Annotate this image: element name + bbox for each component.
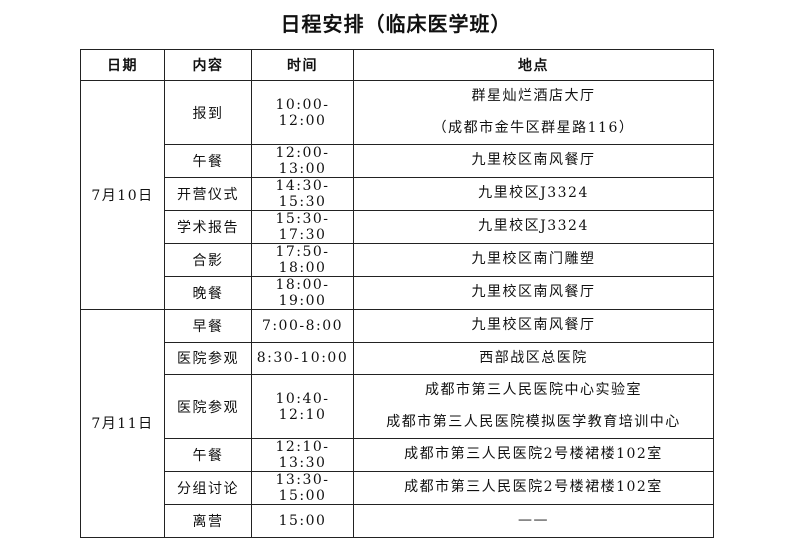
place-line: 九里校区J3324 xyxy=(478,185,589,202)
place-cell: 西部战区总医院 xyxy=(353,341,714,375)
content-cell: 学术报告 xyxy=(164,210,252,244)
place-line: 成都市第三人民医院模拟医学教育培训中心 xyxy=(386,413,681,430)
place-cell: 九里校区南风餐厅 xyxy=(353,309,714,343)
content-cell: 开营仪式 xyxy=(164,177,252,211)
table-row: 开营仪式 14:30-15:30 九里校区J3324 xyxy=(81,177,714,211)
time-cell: 10:40-12:10 xyxy=(251,374,354,439)
content-cell: 分组讨论 xyxy=(164,471,252,505)
place-line: （成都市金牛区群星路116） xyxy=(432,119,635,136)
place-line: 九里校区南风餐厅 xyxy=(471,284,596,301)
time-cell: 7:00-8:00 xyxy=(251,309,354,343)
time-cell: 17:50-18:00 xyxy=(251,243,354,277)
table-row: 午餐 12:10-13:30 成都市第三人民医院2号楼裙楼102室 xyxy=(81,438,714,472)
table-row: 分组讨论 13:30-15:00 成都市第三人民医院2号楼裙楼102室 xyxy=(81,471,714,505)
place-cell: 九里校区南风餐厅 xyxy=(353,144,714,178)
place-cell: 九里校区J3324 xyxy=(353,177,714,211)
place-line: 群星灿烂酒店大厅 xyxy=(471,88,596,104)
time-cell: 18:00-19:00 xyxy=(251,276,354,310)
place-line: 西部战区总医院 xyxy=(479,349,588,366)
place-cell: 成都市第三人民医院中心实验室成都市第三人民医院模拟医学教育培训中心 xyxy=(353,374,714,439)
table-row: 合影 17:50-18:00 九里校区南门雕塑 xyxy=(81,243,714,277)
header-time: 时间 xyxy=(251,49,354,81)
time-cell: 10:00-12:00 xyxy=(251,80,354,145)
place-cell: 群星灿烂酒店大厅 （成都市金牛区群星路116） xyxy=(353,80,714,145)
place-cell: —— xyxy=(353,504,714,538)
content-cell: 合影 xyxy=(164,243,252,277)
time-cell: 15:30-17:30 xyxy=(251,210,354,244)
place-line: 成都市第三人民医院2号楼裙楼102室 xyxy=(404,479,663,496)
table-row: 晚餐 18:00-19:00 九里校区南风餐厅 xyxy=(81,276,714,310)
place-cell: 成都市第三人民医院2号楼裙楼102室 xyxy=(353,471,714,505)
header-content: 内容 xyxy=(164,49,252,81)
place-line: 九里校区南门雕塑 xyxy=(471,251,596,268)
schedule-body: 7月10日 报到 10:00-12:00 群星灿烂酒店大厅 （成都市金牛区群星路116）… xyxy=(80,80,714,538)
table-row: 7月11日 早餐 7:00-8:00 九里校区南风餐厅 xyxy=(80,309,714,538)
time-cell: 15:00 xyxy=(251,504,354,538)
table-row: 医院参观 8:30-10:00 西部战区总医院 xyxy=(81,341,714,375)
date-cell: 7月10日 xyxy=(80,80,165,310)
time-cell: 8:30-10:00 xyxy=(251,341,354,375)
content-cell: 午餐 xyxy=(164,438,252,472)
header-row: 日期 内容 时间 地点 xyxy=(80,49,714,81)
place-line: 九里校区南风餐厅 xyxy=(471,317,596,333)
place-line: 九里校区J3324 xyxy=(478,218,589,235)
table-row: 7月10日 报到 10:00-12:00 群星灿烂酒店大厅 （成都市金牛区群星路116） xyxy=(80,80,714,310)
header-place: 地点 xyxy=(353,49,714,81)
place-cell: 九里校区J3324 xyxy=(353,210,714,244)
place-cell: 九里校区南门雕塑 xyxy=(353,243,714,277)
content-cell: 报到 xyxy=(164,80,252,145)
content-cell: 医院参观 xyxy=(164,374,252,439)
page-title: 日程安排（临床医学班） xyxy=(280,12,512,36)
time-cell: 14:30-15:30 xyxy=(251,177,354,211)
time-cell: 12:10-13:30 xyxy=(251,438,354,472)
table-row: 离营 15:00 —— xyxy=(81,504,714,538)
place-line: 成都市第三人民医院中心实验室 xyxy=(425,382,642,398)
content-cell: 午餐 xyxy=(164,144,252,178)
place-line: —— xyxy=(518,512,549,528)
place-line: 九里校区南风餐厅 xyxy=(471,152,596,169)
table-row: 午餐 12:00-13:00 九里校区南风餐厅 xyxy=(81,144,714,178)
content-cell: 晚餐 xyxy=(164,276,252,310)
place-cell: 九里校区南风餐厅 xyxy=(353,276,714,310)
table-row: 学术报告 15:30-17:30 九里校区J3324 xyxy=(81,210,714,244)
content-cell: 早餐 xyxy=(164,309,252,343)
time-cell: 12:00-13:00 xyxy=(251,144,354,178)
header-date: 日期 xyxy=(80,49,165,81)
schedule-table: 日期 内容 时间 地点 7月10日 报到 10:00-12:00 群星灿烂酒店大厅 （成… xyxy=(80,49,714,538)
place-cell: 成都市第三人民医院2号楼裙楼102室 xyxy=(353,438,714,472)
time-cell: 13:30-15:00 xyxy=(251,471,354,505)
content-cell: 医院参观 xyxy=(164,341,252,375)
place-line: 成都市第三人民医院2号楼裙楼102室 xyxy=(404,446,663,463)
content-cell: 离营 xyxy=(164,504,252,538)
table-row: 医院参观 10:40-12:10 成都市第三人民医院中心实验室 成都市第三人民医院模拟… xyxy=(81,374,714,439)
date-cell: 7月11日 xyxy=(80,309,165,538)
